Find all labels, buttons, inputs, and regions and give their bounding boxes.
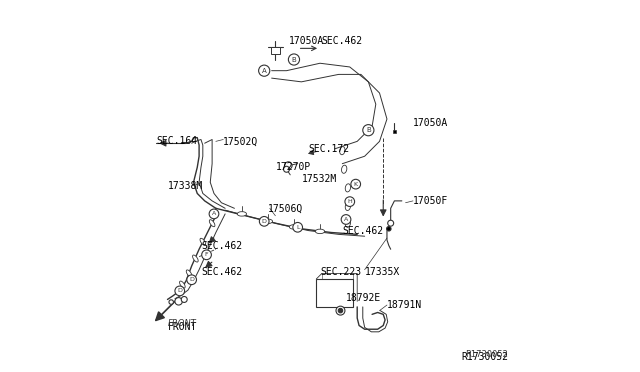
Text: D: D	[177, 288, 182, 294]
Circle shape	[351, 179, 360, 189]
Ellipse shape	[342, 165, 347, 173]
Text: 18792E: 18792E	[346, 293, 381, 302]
Text: FRONT: FRONT	[168, 318, 196, 327]
Circle shape	[285, 162, 292, 169]
Ellipse shape	[316, 229, 324, 234]
Circle shape	[202, 250, 211, 260]
Text: F: F	[205, 252, 209, 257]
Text: 17338M: 17338M	[168, 181, 203, 191]
Text: A: A	[262, 68, 267, 74]
Text: H: H	[348, 199, 352, 204]
Circle shape	[345, 197, 355, 206]
Text: 17050F: 17050F	[413, 196, 448, 206]
Text: 17050A: 17050A	[289, 36, 324, 46]
Text: L: L	[296, 225, 300, 230]
Text: D: D	[262, 219, 267, 224]
Text: 17270P: 17270P	[275, 163, 310, 172]
Text: SEC.462: SEC.462	[201, 241, 242, 250]
Text: SEC.462: SEC.462	[322, 36, 363, 46]
Ellipse shape	[180, 281, 185, 288]
Text: SEC.462: SEC.462	[342, 226, 383, 235]
Circle shape	[175, 298, 182, 305]
Text: FRONT: FRONT	[168, 323, 197, 332]
Ellipse shape	[340, 147, 345, 155]
Ellipse shape	[186, 270, 192, 277]
Text: A: A	[212, 211, 216, 217]
Circle shape	[259, 65, 270, 76]
Ellipse shape	[345, 219, 351, 227]
Bar	[271, 46, 280, 54]
Text: 18791N: 18791N	[387, 300, 422, 310]
Circle shape	[341, 215, 351, 224]
Ellipse shape	[193, 255, 198, 262]
Text: SEC.462: SEC.462	[201, 267, 242, 276]
Text: B: B	[292, 57, 296, 62]
Ellipse shape	[237, 212, 246, 216]
Circle shape	[363, 125, 374, 136]
Text: 17506Q: 17506Q	[268, 203, 303, 213]
Circle shape	[187, 275, 196, 285]
Text: 17532M: 17532M	[301, 174, 337, 183]
Text: SEC.164: SEC.164	[156, 137, 198, 146]
Circle shape	[175, 286, 184, 296]
Circle shape	[181, 296, 187, 302]
Circle shape	[289, 54, 300, 65]
Bar	[394, 130, 396, 133]
Ellipse shape	[263, 219, 273, 224]
Circle shape	[338, 308, 342, 313]
Ellipse shape	[345, 202, 351, 211]
Circle shape	[284, 166, 289, 172]
Ellipse shape	[289, 225, 299, 229]
Text: K: K	[354, 182, 358, 187]
Text: A: A	[344, 217, 348, 222]
Circle shape	[336, 306, 345, 315]
Text: 17335X: 17335X	[365, 267, 400, 276]
Text: D: D	[189, 277, 194, 282]
Ellipse shape	[200, 238, 205, 245]
Circle shape	[209, 209, 219, 219]
Ellipse shape	[209, 220, 215, 227]
Circle shape	[169, 300, 173, 304]
Text: 17502Q: 17502Q	[223, 137, 259, 146]
Text: R1730052: R1730052	[461, 352, 508, 362]
Circle shape	[293, 222, 303, 232]
Ellipse shape	[345, 184, 351, 192]
Circle shape	[387, 227, 391, 231]
Text: SEC.223: SEC.223	[320, 267, 361, 276]
Circle shape	[388, 220, 394, 226]
Text: B: B	[366, 127, 371, 133]
Bar	[316, 279, 353, 307]
Text: SEC.172: SEC.172	[309, 144, 350, 154]
Text: R1730052: R1730052	[465, 350, 508, 359]
Circle shape	[259, 217, 269, 226]
Text: 17050A: 17050A	[413, 118, 448, 128]
